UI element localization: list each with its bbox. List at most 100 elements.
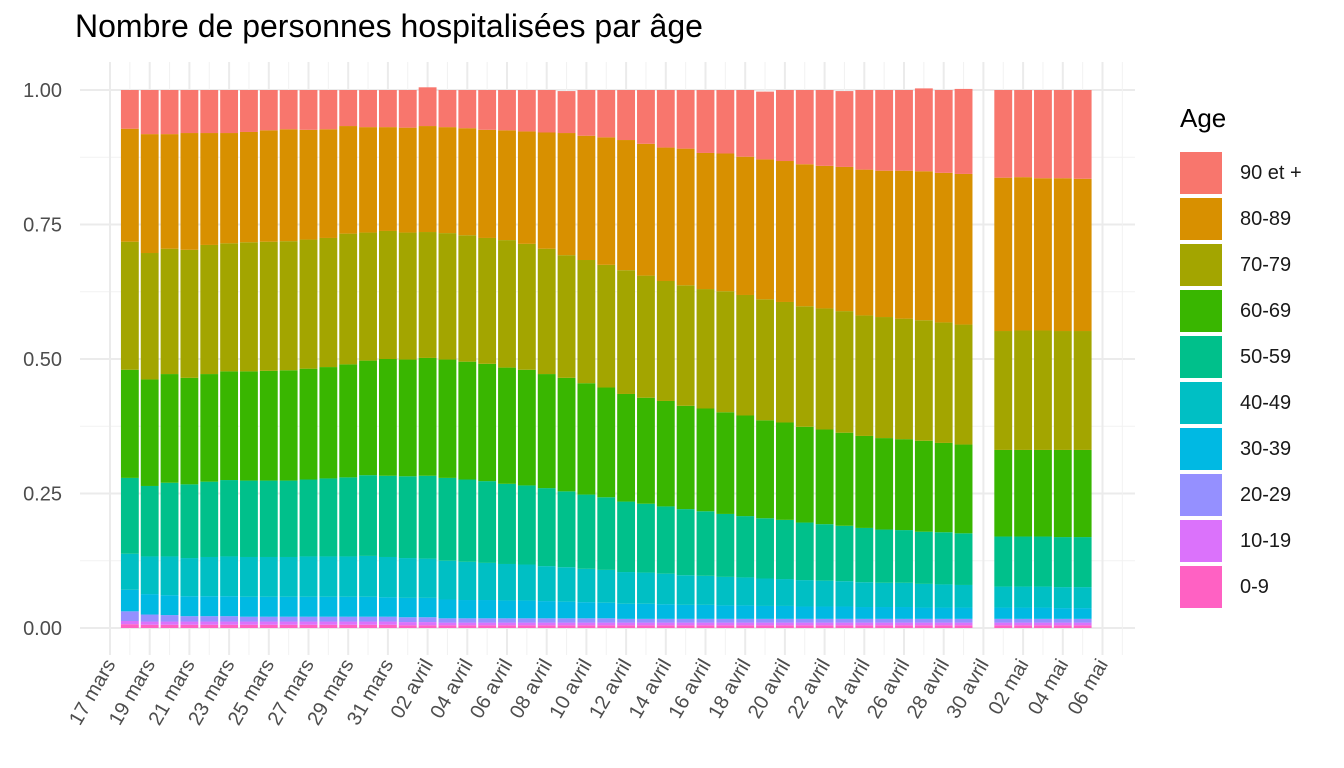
bar-segment — [498, 240, 516, 368]
bar-segment — [160, 248, 179, 375]
bar-segment — [875, 317, 894, 439]
bar-segment — [815, 606, 834, 619]
bar-segment — [597, 602, 616, 619]
bar-segment — [1073, 331, 1092, 450]
bar-segment — [378, 597, 397, 617]
bar-segment — [498, 563, 516, 601]
bar-segment — [577, 568, 596, 603]
bar-segment — [716, 576, 735, 606]
bar-segment — [319, 367, 338, 479]
bar-segment — [259, 370, 278, 481]
bar-segment — [1053, 587, 1072, 609]
bar-segment — [577, 494, 596, 569]
bar-segment — [438, 359, 457, 478]
bar-segment — [160, 621, 179, 625]
bar-segment — [319, 596, 338, 617]
bar-segment — [795, 522, 814, 581]
bar-segment — [637, 618, 655, 623]
bar-segment — [676, 618, 695, 623]
bar-segment — [458, 479, 477, 562]
bar-segment — [756, 420, 774, 519]
bar-segment — [716, 291, 735, 413]
bar-segment — [815, 90, 834, 166]
bar-segment — [994, 536, 1013, 587]
bar-segment — [418, 617, 437, 623]
bar-segment — [716, 622, 735, 626]
bar-segment — [716, 513, 735, 577]
bar-segment — [498, 367, 516, 484]
bar-segment — [279, 480, 298, 557]
bar-segment — [200, 481, 219, 557]
bar-segment — [498, 622, 516, 626]
bar-segment — [418, 475, 437, 559]
bar-segment — [498, 625, 516, 628]
bar-segment — [180, 377, 199, 485]
bar-segment — [934, 322, 953, 443]
bar-segment — [378, 556, 397, 598]
bar-segment — [458, 90, 477, 129]
bar-segment — [815, 622, 834, 626]
bar-segment — [279, 129, 298, 242]
bar-segment — [180, 558, 199, 597]
bar-segment — [637, 275, 655, 398]
bar-segment — [359, 596, 377, 617]
bar-segment — [498, 600, 516, 619]
bar-segment — [1014, 449, 1033, 537]
bar-segment — [120, 241, 139, 370]
bar-segment — [517, 564, 536, 601]
bar-segment — [795, 164, 814, 307]
bar-segment — [1053, 622, 1072, 626]
bar-segment — [120, 90, 139, 129]
bar-segment — [339, 624, 358, 628]
bar-segment — [756, 625, 774, 628]
bar-segment — [378, 621, 397, 625]
bar-segment — [517, 600, 536, 619]
bar-segment — [736, 577, 755, 606]
bar-segment — [934, 584, 953, 608]
bar-segment — [478, 618, 497, 623]
bar-segment — [220, 556, 239, 597]
bar-segment — [240, 616, 258, 622]
bar-segment — [537, 618, 556, 623]
bar-segment — [438, 233, 457, 360]
bar-segment — [1053, 331, 1072, 450]
bar-segment — [637, 397, 655, 504]
bar-segment — [359, 621, 377, 625]
bar-segment — [855, 607, 874, 619]
legend-label: 80-89 — [1240, 207, 1292, 230]
bar-segment — [557, 133, 576, 256]
bar-segment — [1014, 622, 1033, 626]
bar-segment — [478, 600, 497, 619]
bar-segment — [656, 573, 675, 605]
bar-segment — [200, 90, 219, 134]
bar-segment — [954, 88, 973, 174]
bar-segment — [914, 88, 933, 172]
bar-segment — [577, 90, 596, 136]
bar-segment — [994, 331, 1013, 450]
bar-segment — [537, 132, 556, 249]
bar-segment — [1073, 90, 1092, 179]
bar-segment — [855, 622, 874, 626]
bar-segment — [954, 173, 973, 325]
bar-segment — [180, 624, 199, 628]
bar-segment — [557, 491, 576, 568]
bar-segment — [835, 625, 854, 628]
bar-segment — [736, 622, 755, 626]
legend-label: 20-29 — [1240, 483, 1292, 506]
bar-segment — [815, 580, 834, 607]
bar-segment — [319, 616, 338, 622]
bar-segment — [1053, 178, 1072, 332]
x-tick-label: 06 mai — [1064, 656, 1113, 719]
bar-segment — [795, 625, 814, 628]
bar-segment — [895, 622, 913, 626]
legend-swatch — [1180, 428, 1222, 470]
bar-segment — [279, 624, 298, 628]
bar-segment — [775, 625, 794, 628]
bar-segment — [795, 580, 814, 607]
bar-segment — [319, 237, 338, 368]
bar-segment — [775, 579, 794, 606]
bar-segment — [517, 622, 536, 626]
bar-segment — [140, 624, 159, 628]
bar-segment — [676, 148, 695, 286]
bar-segment — [339, 90, 358, 127]
